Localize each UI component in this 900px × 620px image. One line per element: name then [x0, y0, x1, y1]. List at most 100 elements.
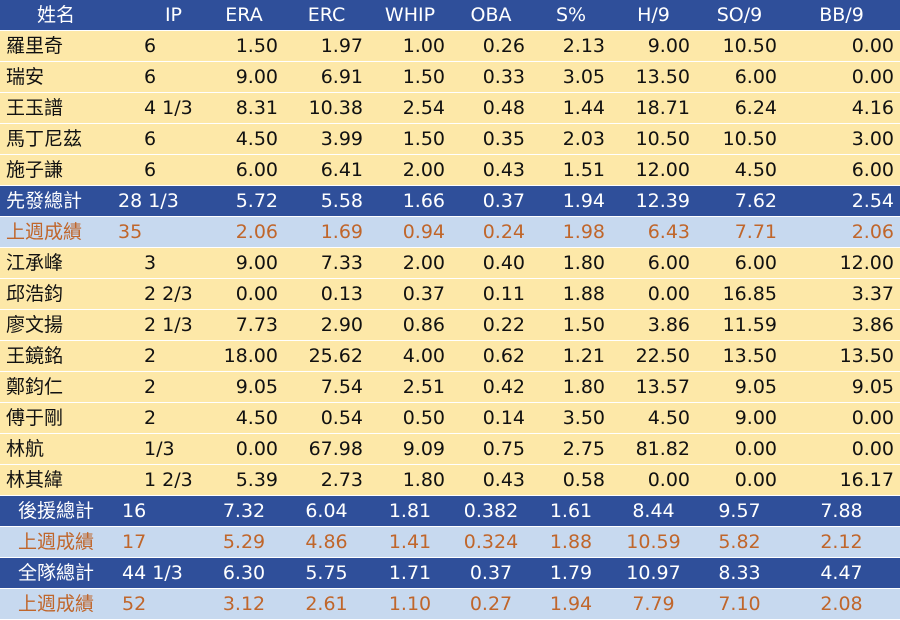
cell-bb9: 3.00: [783, 123, 900, 155]
cell-oba: 0.42: [451, 371, 531, 403]
cell-whip: 0.86: [369, 309, 451, 341]
cell-so9: 6.00: [696, 247, 783, 279]
cell-era: 8.31: [204, 92, 284, 124]
cell-oba: 0.11: [451, 278, 531, 310]
cell-name: 瑞安: [0, 61, 112, 93]
cell-ip: 3: [112, 247, 204, 279]
cell-erc: 10.38: [284, 92, 369, 124]
cell-erc: 7.54: [284, 371, 369, 403]
cell-h9: 9.00: [611, 30, 696, 62]
cell-whip: 2.51: [369, 371, 451, 403]
table-row: 王鏡銘 2 18.00 25.62 4.00 0.62 1.21 22.50 13.50 13.5…: [0, 340, 900, 372]
cell-whip: 1.50: [369, 61, 451, 93]
cell-s-pct: 1.51: [531, 154, 611, 186]
cell-s-pct: 1.88: [531, 526, 611, 558]
cell-name: 林其緯: [0, 464, 112, 496]
cell-s-pct: 1.94: [531, 185, 611, 217]
cell-era: 9.00: [204, 247, 284, 279]
cell-ip: 52: [112, 588, 204, 620]
cell-ip: 2: [112, 371, 204, 403]
cell-so9: 9.00: [696, 402, 783, 434]
cell-name: 施子謙: [0, 154, 112, 186]
table-row: 林其緯 1 2/3 5.39 2.73 1.80 0.43 0.58 0.00 0.00 16.1…: [0, 464, 900, 496]
cell-h9: 6.00: [611, 247, 696, 279]
cell-bb9: 3.37: [783, 278, 900, 310]
cell-bb9: 13.50: [783, 340, 900, 372]
cell-h9: 18.71: [611, 92, 696, 124]
cell-oba: 0.14: [451, 402, 531, 434]
starters-total-row: 先發總計 28 1/3 5.72 5.58 1.66 0.37 1.94 12.39 7.62 2…: [0, 185, 900, 217]
cell-erc: 5.58: [284, 185, 369, 217]
cell-name: 馬丁尼茲: [0, 123, 112, 155]
cell-s-pct: 1.44: [531, 92, 611, 124]
cell-h9: 13.57: [611, 371, 696, 403]
cell-name: 鄭鈞仁: [0, 371, 112, 403]
cell-era: 5.39: [204, 464, 284, 496]
cell-s-pct: 1.61: [531, 495, 611, 527]
cell-oba: 0.40: [451, 247, 531, 279]
cell-erc: 4.86: [284, 526, 369, 558]
cell-oba: 0.324: [451, 526, 531, 558]
cell-bb9: 6.00: [783, 154, 900, 186]
cell-ip: 2 1/3: [112, 309, 204, 341]
table-row: 傅于剛 2 4.50 0.54 0.50 0.14 3.50 4.50 9.00 0.00: [0, 402, 900, 434]
cell-oba: 0.75: [451, 433, 531, 465]
cell-s-pct: 1.21: [531, 340, 611, 372]
cell-era: 0.00: [204, 278, 284, 310]
cell-erc: 6.41: [284, 154, 369, 186]
cell-h9: 8.44: [611, 495, 696, 527]
cell-so9: 6.24: [696, 92, 783, 124]
cell-s-pct: 1.94: [531, 588, 611, 620]
cell-s-pct: 1.80: [531, 371, 611, 403]
cell-ip: 4 1/3: [112, 92, 204, 124]
cell-h9: 10.50: [611, 123, 696, 155]
column-header-name: 姓名: [0, 0, 112, 31]
cell-oba: 0.43: [451, 154, 531, 186]
cell-name: 後援總計: [0, 495, 112, 527]
cell-ip: 16: [112, 495, 204, 527]
cell-era: 3.12: [204, 588, 284, 620]
cell-s-pct: 1.98: [531, 216, 611, 248]
cell-oba: 0.37: [451, 185, 531, 217]
cell-oba: 0.24: [451, 216, 531, 248]
cell-erc: 1.69: [284, 216, 369, 248]
cell-era: 9.05: [204, 371, 284, 403]
cell-whip: 2.54: [369, 92, 451, 124]
cell-so9: 10.50: [696, 30, 783, 62]
cell-so9: 7.71: [696, 216, 783, 248]
cell-erc: 2.90: [284, 309, 369, 341]
cell-h9: 10.59: [611, 526, 696, 558]
header-row: 姓名 IP ERA ERC WHIP OBA S% H/9 SO/9 BB/9: [0, 0, 900, 31]
cell-name: 江承峰: [0, 247, 112, 279]
cell-oba: 0.33: [451, 61, 531, 93]
table-row: 邱浩鈞 2 2/3 0.00 0.13 0.37 0.11 1.88 0.00 16.85 3.3…: [0, 278, 900, 310]
column-header-h9: H/9: [611, 0, 696, 31]
table-row: 瑞安 6 9.00 6.91 1.50 0.33 3.05 13.50 6.00 0.00: [0, 61, 900, 93]
cell-name: 全隊總計: [0, 557, 112, 589]
cell-oba: 0.26: [451, 30, 531, 62]
cell-whip: 4.00: [369, 340, 451, 372]
cell-whip: 1.66: [369, 185, 451, 217]
table-row: 羅里奇 6 1.50 1.97 1.00 0.26 2.13 9.00 10.50 0.00: [0, 30, 900, 62]
cell-bb9: 0.00: [783, 402, 900, 434]
cell-erc: 0.13: [284, 278, 369, 310]
cell-so9: 10.50: [696, 123, 783, 155]
cell-name: 傅于剛: [0, 402, 112, 434]
cell-oba: 0.27: [451, 588, 531, 620]
cell-whip: 1.10: [369, 588, 451, 620]
cell-oba: 0.22: [451, 309, 531, 341]
column-header-whip: WHIP: [369, 0, 451, 31]
cell-h9: 6.43: [611, 216, 696, 248]
cell-h9: 12.39: [611, 185, 696, 217]
cell-oba: 0.382: [451, 495, 531, 527]
cell-erc: 2.73: [284, 464, 369, 496]
table-row: 施子謙 6 6.00 6.41 2.00 0.43 1.51 12.00 4.50 6.00: [0, 154, 900, 186]
cell-oba: 0.37: [451, 557, 531, 589]
cell-so9: 0.00: [696, 433, 783, 465]
cell-bb9: 9.05: [783, 371, 900, 403]
cell-bb9: 4.47: [783, 557, 900, 589]
cell-bb9: 0.00: [783, 30, 900, 62]
cell-name: 廖文揚: [0, 309, 112, 341]
cell-whip: 0.37: [369, 278, 451, 310]
cell-h9: 0.00: [611, 464, 696, 496]
